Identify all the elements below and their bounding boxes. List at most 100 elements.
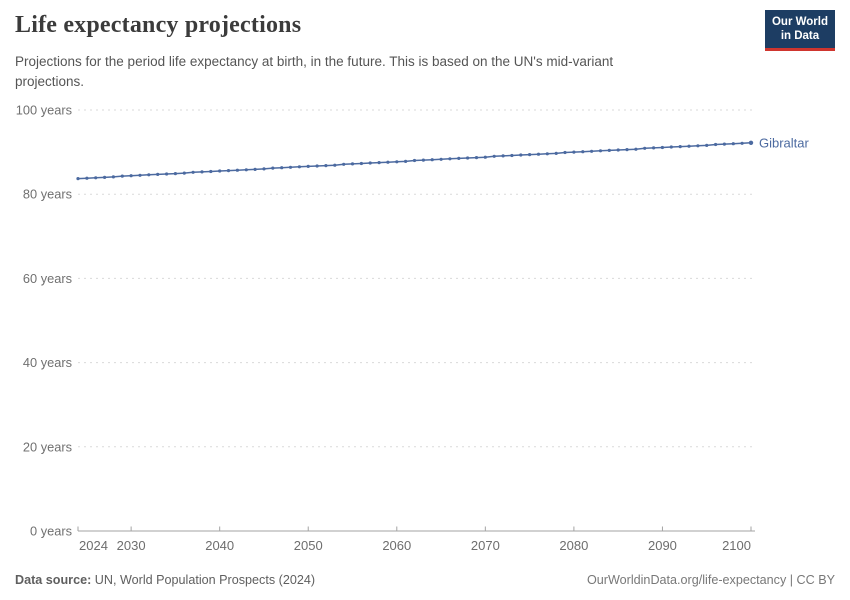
- series-point-gibraltar-2049[interactable]: [297, 165, 301, 169]
- series-point-gibraltar-2094[interactable]: [696, 144, 700, 148]
- series-point-gibraltar-2078[interactable]: [554, 151, 558, 155]
- series-point-gibraltar-2092[interactable]: [678, 145, 682, 149]
- series-point-gibraltar-2095[interactable]: [705, 143, 709, 147]
- series-point-gibraltar-2100[interactable]: [748, 140, 754, 145]
- series-point-gibraltar-2065[interactable]: [439, 157, 443, 161]
- series-point-gibraltar-2067[interactable]: [457, 156, 461, 160]
- x-axis-label-2070: 2070: [471, 538, 500, 553]
- x-axis-label-2040: 2040: [205, 538, 234, 553]
- owid-logo-line1: Our World: [771, 16, 828, 28]
- series-point-gibraltar-2034[interactable]: [165, 172, 169, 176]
- y-axis-label-80: 80 years: [23, 187, 72, 202]
- series-point-gibraltar-2041[interactable]: [226, 169, 231, 173]
- series-point-gibraltar-2039[interactable]: [209, 169, 213, 174]
- series-point-gibraltar-2075[interactable]: [528, 153, 532, 157]
- series-point-gibraltar-2040[interactable]: [218, 169, 222, 173]
- series-point-gibraltar-2074[interactable]: [519, 153, 523, 157]
- owid-logo[interactable]: Our World in Data: [764, 10, 835, 51]
- x-axis-label-2060: 2060: [382, 538, 411, 553]
- series-point-gibraltar-2026[interactable]: [94, 176, 98, 180]
- series-label-gibraltar[interactable]: Gibraltar: [759, 135, 810, 150]
- y-axis-label-60: 60 years: [23, 271, 72, 286]
- series-point-gibraltar-2069[interactable]: [474, 156, 479, 160]
- series-point-gibraltar-2091[interactable]: [669, 145, 673, 149]
- series-point-gibraltar-2063[interactable]: [421, 158, 425, 162]
- series-point-gibraltar-2052[interactable]: [324, 164, 328, 168]
- series-point-gibraltar-2077[interactable]: [545, 152, 549, 156]
- x-axis-label-2080: 2080: [559, 538, 588, 553]
- owid-logo-line2: in Data: [780, 29, 820, 42]
- series-point-gibraltar-2073[interactable]: [510, 153, 514, 158]
- series-point-gibraltar-2087[interactable]: [634, 147, 638, 151]
- data-source-text: UN, World Population Prospects (2024): [91, 573, 316, 587]
- series-point-gibraltar-2053[interactable]: [333, 163, 337, 167]
- series-point-gibraltar-2062[interactable]: [412, 158, 417, 163]
- series-point-gibraltar-2082[interactable]: [590, 149, 594, 153]
- series-point-gibraltar-2081[interactable]: [581, 150, 585, 154]
- series-point-gibraltar-2056[interactable]: [359, 161, 363, 166]
- series-point-gibraltar-2058[interactable]: [377, 161, 381, 165]
- page-title: Life expectancy projections: [15, 12, 302, 38]
- series-point-gibraltar-2029[interactable]: [120, 174, 124, 178]
- series-point-gibraltar-2025[interactable]: [85, 176, 89, 180]
- x-axis-label-2090: 2090: [648, 538, 677, 553]
- series-point-gibraltar-2024[interactable]: [76, 177, 80, 181]
- series-point-gibraltar-2035[interactable]: [173, 172, 177, 176]
- series-point-gibraltar-2068[interactable]: [466, 156, 470, 160]
- series-point-gibraltar-2050[interactable]: [306, 164, 310, 168]
- series-point-gibraltar-2036[interactable]: [182, 171, 186, 175]
- series-point-gibraltar-2045[interactable]: [262, 167, 266, 171]
- x-axis-label-2100: 2100: [722, 538, 751, 553]
- series-point-gibraltar-2098[interactable]: [731, 142, 735, 146]
- series-point-gibraltar-2028[interactable]: [111, 175, 115, 179]
- series-point-gibraltar-2061[interactable]: [404, 159, 408, 163]
- series-point-gibraltar-2064[interactable]: [430, 158, 434, 162]
- series-point-gibraltar-2032[interactable]: [147, 173, 151, 177]
- series-point-gibraltar-2042[interactable]: [235, 168, 239, 172]
- series-point-gibraltar-2096[interactable]: [714, 142, 718, 147]
- series-point-gibraltar-2076[interactable]: [536, 152, 541, 156]
- series-point-gibraltar-2086[interactable]: [625, 148, 629, 152]
- series-point-gibraltar-2099[interactable]: [740, 141, 744, 145]
- series-point-gibraltar-2055[interactable]: [350, 162, 355, 166]
- series-point-gibraltar-2070[interactable]: [483, 155, 487, 159]
- series-point-gibraltar-2071[interactable]: [492, 154, 496, 158]
- footer-credit[interactable]: OurWorldinData.org/life-expectancy | CC …: [586, 573, 835, 587]
- series-point-gibraltar-2060[interactable]: [395, 160, 399, 164]
- y-axis-label-100: 100 years: [16, 103, 72, 118]
- y-axis-label-0: 0 years: [30, 524, 72, 539]
- series-point-gibraltar-2033[interactable]: [156, 172, 160, 176]
- series-point-gibraltar-2093[interactable]: [687, 144, 691, 148]
- series-point-gibraltar-2083[interactable]: [598, 149, 603, 153]
- series-point-gibraltar-2046[interactable]: [271, 166, 275, 170]
- series-point-gibraltar-2089[interactable]: [652, 146, 656, 150]
- series-point-gibraltar-2085[interactable]: [616, 148, 620, 152]
- series-point-gibraltar-2031[interactable]: [138, 173, 142, 177]
- series-point-gibraltar-2066[interactable]: [448, 157, 452, 161]
- series-point-gibraltar-2051[interactable]: [315, 164, 319, 168]
- series-point-gibraltar-2038[interactable]: [200, 170, 204, 174]
- series-point-gibraltar-2043[interactable]: [244, 168, 248, 172]
- series-point-gibraltar-2027[interactable]: [103, 175, 107, 179]
- series-point-gibraltar-2088[interactable]: [643, 146, 647, 150]
- y-axis-label-40: 40 years: [23, 355, 72, 370]
- data-source-label: Data source:: [15, 573, 92, 587]
- series-point-gibraltar-2057[interactable]: [368, 161, 372, 165]
- series-point-gibraltar-2048[interactable]: [288, 165, 293, 169]
- series-point-gibraltar-2080[interactable]: [572, 150, 576, 154]
- series-point-gibraltar-2090[interactable]: [660, 145, 665, 150]
- series-point-gibraltar-2079[interactable]: [563, 150, 567, 155]
- series-point-gibraltar-2047[interactable]: [280, 166, 284, 170]
- series-point-gibraltar-2054[interactable]: [342, 162, 346, 166]
- series-point-gibraltar-2044[interactable]: [253, 167, 257, 171]
- series-point-gibraltar-2097[interactable]: [722, 142, 727, 146]
- series-point-gibraltar-2059[interactable]: [386, 160, 390, 164]
- series-point-gibraltar-2030[interactable]: [129, 174, 133, 178]
- x-axis-label-2030: 2030: [117, 538, 146, 553]
- chart-subtitle: Projections for the period life expectan…: [15, 54, 614, 89]
- series-point-gibraltar-2084[interactable]: [607, 148, 611, 152]
- series-point-gibraltar-2037[interactable]: [191, 170, 195, 174]
- series-point-gibraltar-2072[interactable]: [501, 154, 505, 158]
